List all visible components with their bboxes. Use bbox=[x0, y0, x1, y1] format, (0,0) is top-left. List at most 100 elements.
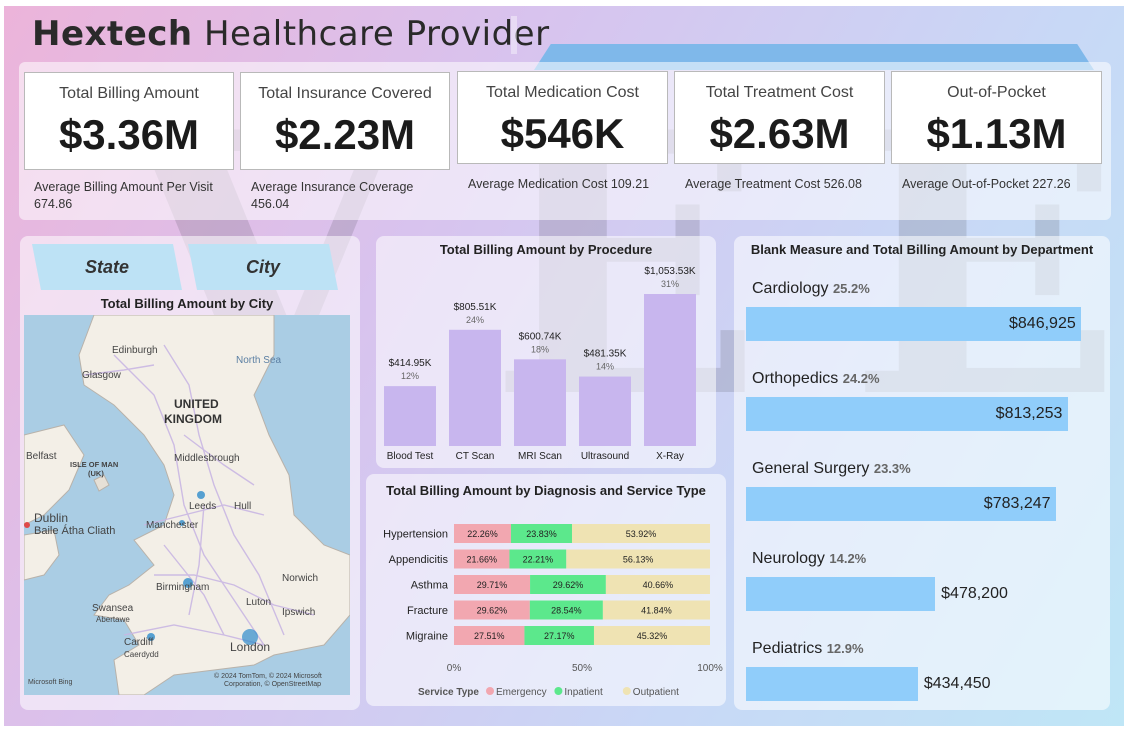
kpi-card-insurance[interactable]: Total Insurance Covered $2.23M bbox=[240, 72, 450, 170]
diagnosis-segment-label: 27.51% bbox=[474, 631, 505, 641]
procedure-category-label: CT Scan bbox=[456, 451, 495, 462]
diagnosis-segment-inpatient[interactable] bbox=[509, 549, 567, 569]
procedure-bar[interactable] bbox=[579, 376, 631, 446]
diagnosis-segment-outpatient[interactable] bbox=[602, 600, 710, 620]
procedure-value-label: $1,053.53K bbox=[644, 266, 695, 277]
kpi-sub-insurance: Average Insurance Coverage 456.04 bbox=[251, 180, 414, 211]
legend-marker bbox=[486, 687, 494, 695]
kpi-label: Total Treatment Cost bbox=[705, 84, 854, 101]
procedure-bar[interactable] bbox=[644, 294, 696, 446]
diagnosis-segment-outpatient[interactable] bbox=[571, 524, 711, 543]
legend-item-emergency[interactable]: Emergency bbox=[496, 687, 547, 698]
map-label-leeds: Leeds bbox=[189, 501, 217, 512]
city-map[interactable]: Edinburgh Glasgow North Sea UNITED KINGD… bbox=[24, 315, 350, 695]
procedure-bar[interactable] bbox=[384, 386, 436, 446]
diagnosis-segment-inpatient[interactable] bbox=[529, 600, 603, 620]
map-label-belfast: Belfast bbox=[26, 451, 57, 462]
map-label-middlesbrough: Middlesbrough bbox=[174, 453, 240, 464]
kpi-label: Total Billing Amount bbox=[59, 85, 199, 102]
diagnosis-segment-outpatient[interactable] bbox=[566, 549, 710, 569]
map-copyright: © 2024 TomTom, © 2024 Microsoft bbox=[214, 673, 322, 680]
map-label-cardiff: Cardiff bbox=[124, 637, 154, 648]
diagnosis-segment-outpatient[interactable] bbox=[593, 626, 710, 645]
map-label-caerdydd: Caerdydd bbox=[124, 650, 159, 659]
department-bar[interactable] bbox=[746, 667, 918, 701]
diagnosis-stacked-chart[interactable]: Hypertension 22.26% 23.83% 53.92% Appendicit… bbox=[366, 504, 726, 702]
department-label: Orthopedics 24.2% bbox=[752, 370, 880, 387]
department-value-label: $434,450 bbox=[923, 675, 991, 692]
map-copyright-2[interactable]: Corporation, © OpenStreetMap bbox=[224, 681, 321, 688]
department-bar[interactable] bbox=[746, 487, 1056, 521]
kpi-value: $2.63M bbox=[709, 110, 850, 157]
department-bar[interactable] bbox=[746, 397, 1068, 431]
diagnosis-segment-emergency[interactable] bbox=[454, 575, 531, 594]
kpi-card-treatment[interactable]: Total Treatment Cost $2.63M bbox=[674, 71, 885, 164]
diagnosis-segment-label: 29.71% bbox=[477, 580, 508, 590]
kpi-value: $2.23M bbox=[274, 111, 416, 158]
city-slicer-button[interactable]: City bbox=[188, 244, 338, 290]
map-title: Total Billing Amount by City bbox=[100, 296, 274, 311]
map-label-isle2: (UK) bbox=[88, 469, 104, 478]
diagnosis-segment-label: 22.21% bbox=[523, 555, 554, 565]
diagnosis-segment-emergency[interactable] bbox=[454, 524, 511, 543]
legend-item-inpatient[interactable]: Inpatient bbox=[564, 687, 603, 698]
department-value-label: $813,253 bbox=[995, 405, 1063, 422]
procedure-bar[interactable] bbox=[449, 329, 501, 446]
legend-marker bbox=[622, 687, 631, 695]
department-bar-chart[interactable]: Cardiology 25.2% $846,925 Orthopedics 24.2… bbox=[734, 262, 1110, 702]
map-label-ipswich: Ipswich bbox=[282, 607, 316, 618]
procedure-bar-chart[interactable]: $414.95K 12% Blood Test $805.51K 24% CT Scan $… bbox=[376, 262, 716, 462]
diagnosis-x-tick: 0% bbox=[447, 663, 462, 674]
diagnosis-segment-label: 27.17% bbox=[544, 631, 575, 641]
diagnosis-segment-outpatient[interactable] bbox=[605, 575, 710, 594]
kpi-card-medication[interactable]: Total Medication Cost $546K bbox=[457, 71, 668, 164]
procedure-pct-label: 24% bbox=[466, 315, 484, 325]
state-slicer-button[interactable]: State bbox=[32, 244, 182, 290]
procedure-category-label: Blood Test bbox=[387, 451, 434, 462]
kpi-sub-medication: Average Medication Cost 109.21 bbox=[468, 177, 650, 191]
diagnosis-segment-emergency[interactable] bbox=[454, 626, 525, 645]
map-label-uk1: UNITED bbox=[174, 397, 219, 411]
kpi-sub-out-of-pocket: Average Out-of-Pocket 227.26 bbox=[902, 177, 1071, 191]
kpi-card-out-of-pocket[interactable]: Out-of-Pocket $1.13M bbox=[891, 71, 1102, 164]
department-pct: 25.2% bbox=[832, 281, 870, 296]
department-bar[interactable] bbox=[746, 577, 936, 611]
procedure-pct-label: 14% bbox=[596, 362, 614, 372]
legend-item-outpatient[interactable]: Outpatient bbox=[633, 687, 679, 698]
diagnosis-segment-inpatient[interactable] bbox=[510, 524, 572, 543]
diagnosis-segment-emergency[interactable] bbox=[454, 549, 510, 569]
department-bar[interactable] bbox=[746, 307, 1081, 341]
diagnosis-category-label: Appendicitis bbox=[389, 554, 449, 566]
department-pct: 12.9% bbox=[826, 641, 864, 656]
kpi-sub-treatment: Average Treatment Cost 526.08 bbox=[685, 177, 862, 191]
diagnosis-x-tick: 50% bbox=[572, 663, 592, 674]
map-label-dublin: Dublin bbox=[34, 511, 69, 525]
map-label-norwich: Norwich bbox=[282, 573, 319, 584]
department-pct: 14.2% bbox=[829, 551, 867, 566]
procedure-category-label: MRI Scan bbox=[518, 451, 562, 462]
department-chart-title: Blank Measure and Total Billing Amount b… bbox=[750, 242, 1094, 257]
diagnosis-x-tick: 100% bbox=[697, 663, 723, 674]
department-label: Pediatrics 12.9% bbox=[752, 640, 864, 657]
map-label-isle1: ISLE OF MAN bbox=[70, 460, 119, 469]
diagnosis-segment-label: 29.62% bbox=[553, 580, 584, 590]
procedure-bar[interactable] bbox=[514, 359, 566, 446]
diagnosis-segment-emergency[interactable] bbox=[454, 600, 530, 620]
diagnosis-segment-inpatient[interactable] bbox=[524, 626, 594, 645]
map-label-abertawe: Abertawe bbox=[96, 615, 130, 624]
kpi-label: Out-of-Pocket bbox=[947, 84, 1046, 101]
map-label-baile: Baile Átha Cliath bbox=[34, 525, 116, 537]
bing-logo: Microsoft Bing bbox=[28, 679, 73, 686]
kpi-card-total-billing[interactable]: Total Billing Amount $3.36M bbox=[24, 72, 234, 170]
diagnosis-segment-inpatient[interactable] bbox=[530, 575, 606, 594]
diagnosis-segment-label: 22.26% bbox=[467, 529, 498, 539]
kpi-value: $546K bbox=[500, 110, 625, 157]
map-label-hull: Hull bbox=[234, 501, 252, 512]
diagnosis-segment-label: 21.66% bbox=[466, 555, 497, 565]
diagnosis-category-label: Fracture bbox=[407, 605, 448, 617]
map-label-luton: Luton bbox=[246, 597, 272, 608]
department-label: Neurology 14.2% bbox=[752, 550, 867, 567]
map-label-swansea: Swansea bbox=[92, 603, 134, 614]
diagnosis-segment-label: 40.66% bbox=[643, 580, 674, 590]
diagnosis-category-label: Hypertension bbox=[383, 529, 448, 541]
